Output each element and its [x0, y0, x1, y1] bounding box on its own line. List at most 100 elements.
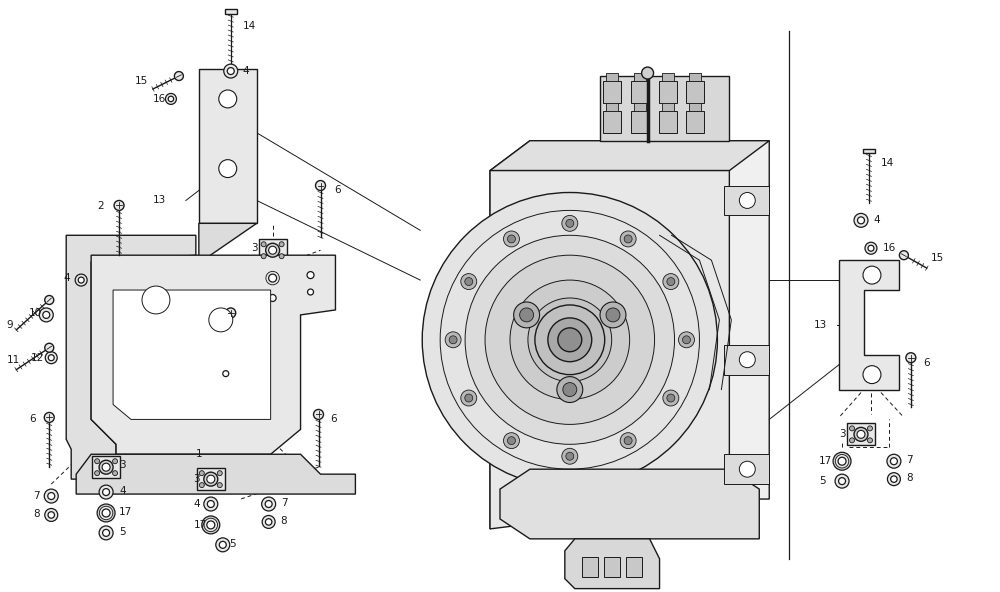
Text: 17: 17: [194, 520, 207, 530]
Circle shape: [99, 485, 113, 499]
Circle shape: [863, 266, 881, 284]
Circle shape: [449, 336, 457, 344]
Circle shape: [663, 390, 679, 406]
Bar: [197, 468, 225, 490]
Circle shape: [890, 458, 897, 465]
Text: 6: 6: [923, 358, 929, 368]
Circle shape: [867, 426, 872, 431]
Bar: [603, 81, 621, 103]
Circle shape: [199, 471, 204, 475]
Circle shape: [548, 318, 592, 362]
Circle shape: [485, 255, 655, 424]
Bar: [600, 76, 729, 141]
Circle shape: [99, 526, 113, 540]
Text: 5: 5: [251, 293, 257, 303]
Polygon shape: [199, 223, 257, 263]
Circle shape: [209, 308, 233, 332]
Text: 3: 3: [839, 429, 846, 439]
Circle shape: [264, 269, 282, 287]
Circle shape: [835, 474, 849, 488]
Circle shape: [679, 332, 694, 348]
Circle shape: [667, 278, 675, 285]
Circle shape: [75, 274, 87, 286]
Circle shape: [854, 427, 868, 441]
Circle shape: [899, 251, 908, 260]
Circle shape: [642, 67, 654, 79]
Circle shape: [887, 454, 901, 468]
Bar: [662, 73, 674, 81]
Circle shape: [261, 254, 266, 259]
Text: 7: 7: [281, 498, 287, 508]
Circle shape: [566, 220, 574, 227]
Circle shape: [204, 497, 218, 511]
Circle shape: [620, 231, 636, 247]
Text: 7: 7: [33, 491, 40, 501]
Circle shape: [217, 471, 222, 475]
Text: 10: 10: [28, 308, 41, 318]
Circle shape: [44, 413, 54, 423]
Circle shape: [266, 291, 280, 305]
Polygon shape: [565, 539, 660, 588]
Bar: [634, 103, 646, 111]
Circle shape: [174, 72, 183, 81]
Circle shape: [262, 497, 276, 511]
Text: 6: 6: [29, 414, 36, 424]
Circle shape: [465, 278, 473, 285]
Text: 12: 12: [31, 353, 45, 363]
Text: 7: 7: [322, 268, 329, 278]
Circle shape: [43, 311, 50, 318]
Polygon shape: [76, 454, 355, 494]
Text: 4: 4: [63, 273, 70, 283]
Circle shape: [224, 64, 238, 78]
Circle shape: [465, 394, 473, 402]
Bar: [606, 103, 618, 111]
Circle shape: [262, 516, 275, 529]
Text: 14: 14: [243, 21, 256, 31]
Circle shape: [682, 336, 690, 344]
Text: 11: 11: [6, 355, 20, 365]
Circle shape: [45, 509, 58, 522]
Text: 2: 2: [97, 201, 104, 211]
Text: 8: 8: [281, 516, 287, 526]
Text: 6: 6: [330, 414, 337, 424]
Circle shape: [95, 459, 100, 464]
Circle shape: [535, 305, 605, 375]
Circle shape: [600, 302, 626, 328]
Text: 8: 8: [322, 286, 329, 296]
Circle shape: [510, 280, 630, 400]
Circle shape: [269, 274, 277, 282]
Circle shape: [624, 437, 632, 445]
Text: 17: 17: [251, 273, 264, 283]
Text: 5: 5: [819, 476, 826, 486]
Circle shape: [858, 217, 864, 224]
Bar: [686, 81, 704, 103]
Circle shape: [507, 437, 515, 445]
Circle shape: [514, 302, 540, 328]
Polygon shape: [490, 170, 729, 529]
Bar: [225, 9, 237, 14]
Circle shape: [269, 294, 276, 301]
Circle shape: [202, 516, 220, 534]
Circle shape: [839, 478, 846, 485]
Circle shape: [48, 511, 54, 518]
Bar: [631, 111, 649, 133]
Bar: [631, 81, 649, 103]
Text: 3: 3: [119, 460, 126, 470]
Bar: [689, 73, 701, 81]
Polygon shape: [490, 141, 769, 529]
Circle shape: [558, 328, 582, 352]
Circle shape: [219, 160, 237, 178]
Circle shape: [887, 472, 900, 485]
Bar: [634, 73, 646, 81]
Circle shape: [217, 482, 222, 488]
Circle shape: [165, 94, 176, 104]
Text: 4: 4: [119, 486, 126, 496]
Circle shape: [316, 181, 325, 191]
Circle shape: [216, 538, 230, 552]
Text: 7: 7: [906, 455, 912, 465]
Circle shape: [48, 355, 54, 361]
Circle shape: [891, 476, 897, 482]
Circle shape: [279, 242, 284, 247]
Text: 6: 6: [334, 185, 341, 195]
Text: 3: 3: [193, 474, 199, 484]
